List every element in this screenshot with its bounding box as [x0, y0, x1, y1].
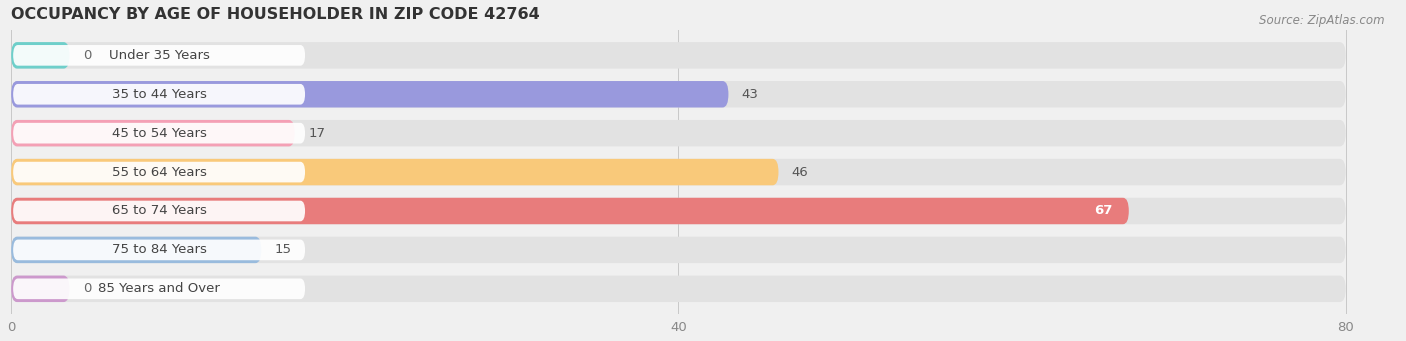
FancyBboxPatch shape — [13, 240, 305, 260]
FancyBboxPatch shape — [11, 237, 1346, 263]
Text: 67: 67 — [1094, 205, 1112, 218]
Text: 55 to 64 Years: 55 to 64 Years — [111, 166, 207, 179]
Text: 0: 0 — [83, 49, 91, 62]
FancyBboxPatch shape — [11, 120, 1346, 146]
FancyBboxPatch shape — [13, 201, 305, 221]
FancyBboxPatch shape — [11, 159, 779, 185]
FancyBboxPatch shape — [13, 45, 305, 66]
FancyBboxPatch shape — [11, 198, 1346, 224]
Text: 46: 46 — [792, 166, 808, 179]
Text: 35 to 44 Years: 35 to 44 Years — [111, 88, 207, 101]
Text: 85 Years and Over: 85 Years and Over — [98, 282, 219, 295]
Text: 43: 43 — [742, 88, 759, 101]
Text: 0: 0 — [83, 282, 91, 295]
FancyBboxPatch shape — [11, 42, 1346, 69]
FancyBboxPatch shape — [13, 84, 305, 105]
FancyBboxPatch shape — [13, 279, 305, 299]
Text: 15: 15 — [274, 243, 291, 256]
FancyBboxPatch shape — [13, 123, 305, 144]
Text: Under 35 Years: Under 35 Years — [108, 49, 209, 62]
Text: 17: 17 — [308, 127, 325, 140]
FancyBboxPatch shape — [11, 159, 1346, 185]
FancyBboxPatch shape — [11, 276, 69, 302]
FancyBboxPatch shape — [11, 237, 262, 263]
FancyBboxPatch shape — [11, 42, 69, 69]
Text: OCCUPANCY BY AGE OF HOUSEHOLDER IN ZIP CODE 42764: OCCUPANCY BY AGE OF HOUSEHOLDER IN ZIP C… — [11, 7, 540, 22]
FancyBboxPatch shape — [11, 276, 1346, 302]
FancyBboxPatch shape — [11, 120, 295, 146]
Text: 75 to 84 Years: 75 to 84 Years — [111, 243, 207, 256]
Text: 65 to 74 Years: 65 to 74 Years — [111, 205, 207, 218]
FancyBboxPatch shape — [11, 198, 1129, 224]
FancyBboxPatch shape — [13, 162, 305, 182]
FancyBboxPatch shape — [11, 81, 728, 107]
FancyBboxPatch shape — [11, 81, 1346, 107]
Text: 45 to 54 Years: 45 to 54 Years — [111, 127, 207, 140]
Text: Source: ZipAtlas.com: Source: ZipAtlas.com — [1260, 14, 1385, 27]
